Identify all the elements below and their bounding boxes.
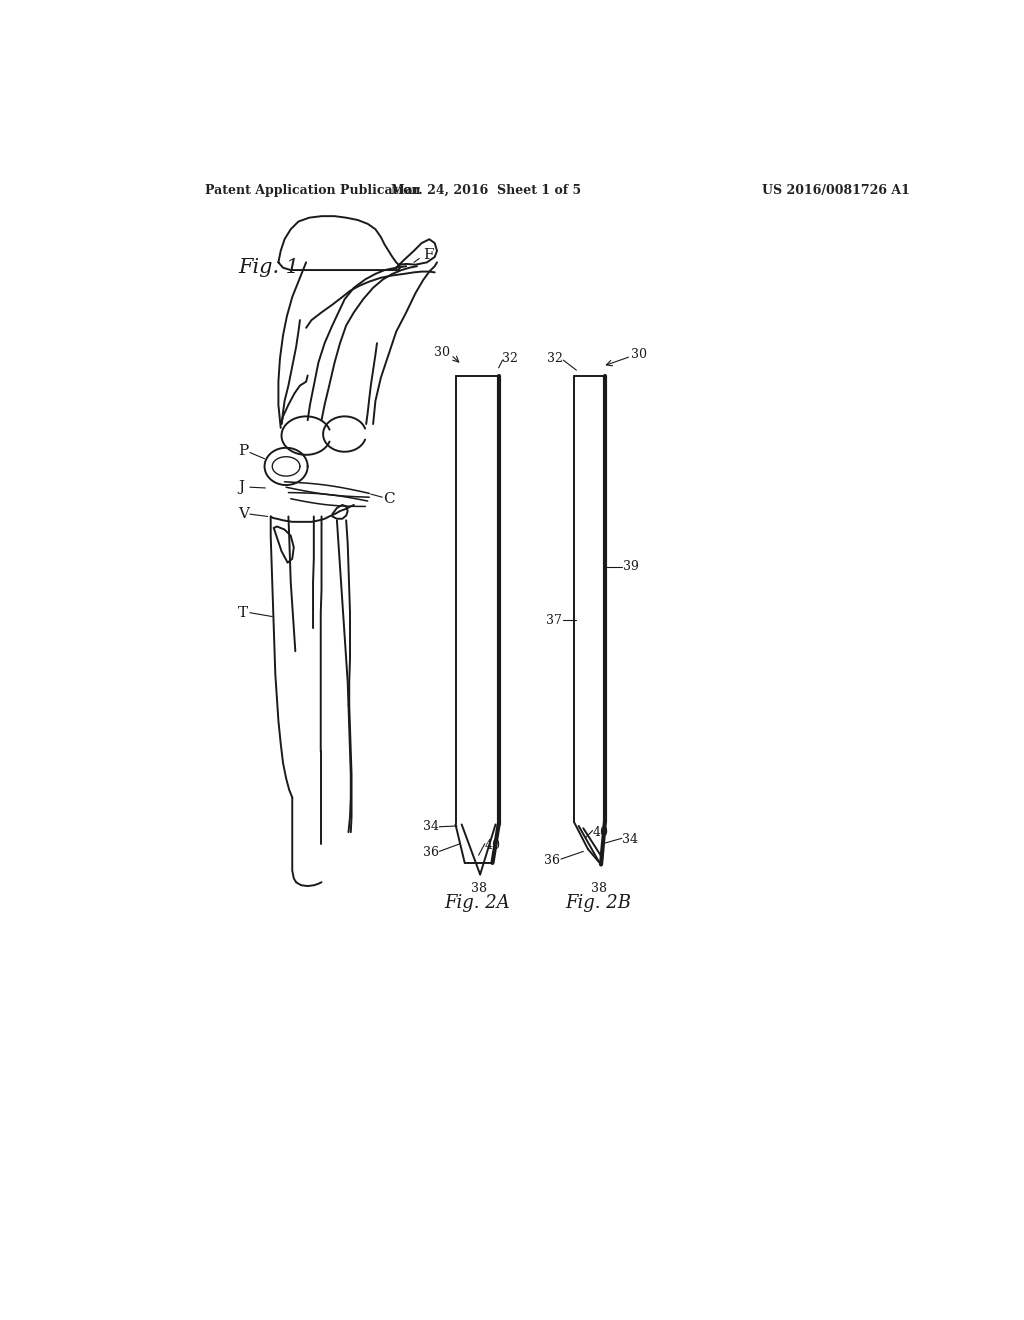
Text: 30: 30 [631,348,647,362]
Text: V: V [239,507,250,521]
Text: 36: 36 [544,854,560,867]
Text: T: T [239,606,249,619]
Text: 37: 37 [546,614,562,627]
Text: 39: 39 [624,560,639,573]
Text: 38: 38 [591,882,606,895]
Text: 32: 32 [503,352,518,366]
Text: F: F [423,248,433,261]
Text: Fig. 2A: Fig. 2A [444,894,510,912]
Text: 34: 34 [622,833,638,846]
Text: Fig. 1: Fig. 1 [239,259,299,277]
Text: P: P [239,444,249,458]
Text: 30: 30 [434,346,451,359]
Text: 36: 36 [423,846,438,859]
Text: Mar. 24, 2016  Sheet 1 of 5: Mar. 24, 2016 Sheet 1 of 5 [391,185,582,197]
Text: 32: 32 [548,352,563,366]
Text: 40: 40 [593,825,608,838]
Text: Patent Application Publication: Patent Application Publication [205,185,421,197]
Text: Fig. 2B: Fig. 2B [565,894,632,912]
Text: 38: 38 [471,882,486,895]
Text: US 2016/0081726 A1: US 2016/0081726 A1 [762,185,910,197]
Text: C: C [383,492,394,506]
Text: J: J [239,480,245,494]
Text: 40: 40 [484,838,501,851]
Text: 34: 34 [423,820,438,833]
